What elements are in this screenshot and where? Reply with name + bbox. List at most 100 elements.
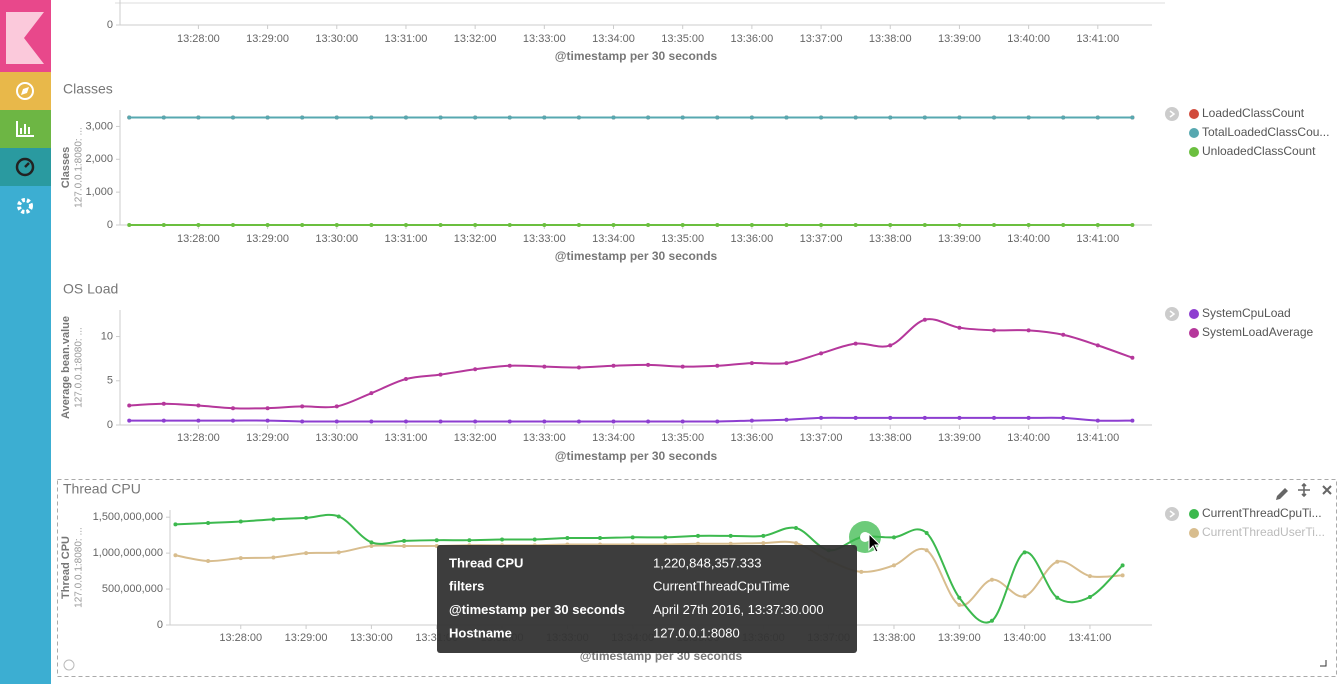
data-point	[403, 377, 408, 381]
data-point	[369, 391, 374, 396]
data-point	[853, 223, 858, 227]
legend-toggle[interactable]	[1165, 507, 1179, 521]
legend-entry[interactable]: SystemCpuLoad	[1202, 306, 1291, 320]
legend-swatch	[1189, 528, 1199, 538]
data-point	[403, 115, 408, 120]
data-point	[161, 115, 166, 120]
x-tick-label: 13:39:00	[938, 632, 981, 644]
data-point	[630, 535, 635, 540]
data-point	[992, 415, 997, 420]
data-point	[957, 325, 962, 330]
data-point	[576, 223, 581, 227]
x-tick-label: 13:28:00	[177, 432, 220, 444]
data-point	[888, 223, 893, 227]
legend-entry[interactable]: TotalLoadedClassCou...	[1202, 125, 1329, 139]
move-icon[interactable]	[1298, 482, 1310, 498]
data-point	[1061, 115, 1066, 120]
settings-icon[interactable]	[17, 198, 33, 214]
data-point	[957, 115, 962, 120]
data-point	[784, 223, 789, 227]
x-tick-label: 13:32:00	[454, 33, 497, 45]
x-tick-label: 13:40:00	[1007, 233, 1050, 245]
legend-entry[interactable]: LoadedClassCount	[1202, 106, 1305, 120]
dashboard-icon	[15, 157, 35, 177]
y-tick-label: 10	[101, 330, 113, 342]
data-point	[300, 404, 305, 409]
x-tick-label: 13:41:00	[1076, 432, 1119, 444]
data-point	[576, 115, 581, 120]
data-point	[271, 517, 276, 522]
resize-handle[interactable]	[1320, 660, 1327, 667]
legend-swatch	[1189, 309, 1199, 319]
data-point	[957, 415, 962, 420]
data-point	[1120, 573, 1125, 578]
data-point	[161, 223, 166, 227]
x-tick-label: 13:30:00	[315, 33, 358, 45]
x-tick-label: 13:29:00	[285, 632, 328, 644]
data-point	[1087, 574, 1092, 579]
legend-entry[interactable]: UnloadedClassCount	[1202, 144, 1316, 158]
data-point	[403, 419, 408, 424]
data-point	[304, 551, 309, 556]
x-tick-label: 13:28:00	[219, 632, 262, 644]
data-point	[1022, 550, 1027, 555]
panel-title: Thread CPU	[63, 481, 141, 497]
close-icon[interactable]	[1322, 485, 1332, 495]
legend-entry[interactable]: CurrentThreadUserTi...	[1202, 525, 1325, 539]
data-point	[663, 535, 668, 540]
y-tick-label: 1,000,000,000	[93, 547, 163, 559]
data-point	[646, 362, 651, 367]
x-tick-label: 13:41:00	[1076, 233, 1119, 245]
y-tick-label: 3,000	[85, 120, 113, 132]
data-point	[761, 533, 766, 538]
legend-entry[interactable]: CurrentThreadCpuTi...	[1202, 506, 1322, 520]
data-point	[715, 363, 720, 368]
x-tick-label: 13:39:00	[938, 432, 981, 444]
data-point	[728, 541, 733, 546]
data-point	[473, 419, 478, 424]
data-point	[1055, 559, 1060, 564]
x-tick-label: 13:29:00	[246, 33, 289, 45]
data-point	[231, 115, 236, 120]
data-point	[784, 417, 789, 422]
x-tick-label: 13:30:00	[315, 233, 358, 245]
x-axis-label: @timestamp per 30 seconds	[555, 249, 718, 263]
data-point	[265, 418, 270, 423]
legend-swatch	[1189, 128, 1199, 138]
x-tick-label: 13:33:00	[523, 33, 566, 45]
edit-icon[interactable]	[1276, 488, 1288, 500]
data-point	[1061, 332, 1066, 337]
x-tick-label: 13:36:00	[730, 233, 773, 245]
y-tick-label: 0	[107, 419, 113, 431]
dashboard-needle	[24, 162, 30, 168]
collapse-icon[interactable]	[63, 659, 75, 671]
data-point	[992, 328, 997, 333]
data-point	[957, 595, 962, 600]
legend-entry[interactable]: SystemLoadAverage	[1202, 325, 1314, 339]
legend-swatch	[1189, 147, 1199, 157]
data-point	[369, 540, 374, 545]
legend-toggle[interactable]	[1165, 107, 1179, 121]
data-point	[161, 418, 166, 423]
data-point	[438, 223, 443, 227]
x-tick-label: 13:32:00	[454, 432, 497, 444]
x-tick-label: 13:37:00	[800, 432, 843, 444]
panel-title: Classes	[63, 81, 113, 97]
legend-swatch	[1189, 328, 1199, 338]
data-point	[611, 363, 616, 368]
data-point	[473, 223, 478, 227]
y-tick-label: 0	[157, 619, 163, 631]
data-point	[507, 363, 512, 368]
data-point	[500, 537, 505, 542]
data-point	[728, 533, 733, 538]
data-point	[231, 418, 236, 423]
data-point	[507, 419, 512, 424]
data-point	[576, 365, 581, 370]
data-point	[304, 515, 309, 520]
data-point	[819, 351, 824, 356]
y-axis-sublabel: 127.0.0.1:8080: ...	[74, 327, 85, 408]
legend-toggle[interactable]	[1165, 307, 1179, 321]
data-point	[438, 372, 443, 377]
data-point	[761, 541, 766, 546]
